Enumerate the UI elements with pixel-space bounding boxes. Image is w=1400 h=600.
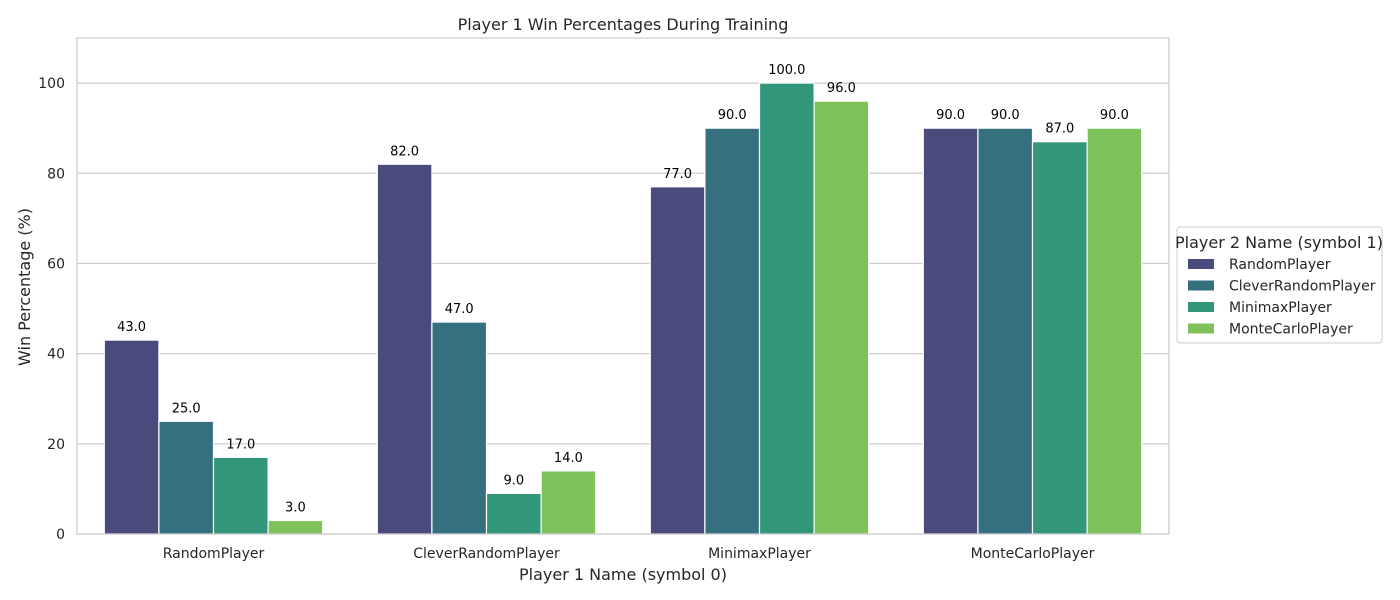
- bar-value-label: 25.0: [172, 401, 201, 416]
- bar: [540, 470, 597, 535]
- y-tick-label: 20: [47, 437, 65, 453]
- bar: [212, 456, 269, 535]
- bar: [376, 163, 433, 535]
- bar-value-label: 96.0: [827, 81, 856, 96]
- legend-entry: RandomPlayer: [1229, 257, 1331, 273]
- bar-value-label: 87.0: [1045, 122, 1074, 137]
- x-tick-label: MinimaxPlayer: [708, 546, 811, 562]
- bar: [485, 492, 542, 535]
- x-tick-label: CleverRandomPlayer: [413, 546, 560, 562]
- bar: [158, 420, 215, 535]
- x-axis-title: Player 1 Name (symbol 0): [519, 565, 727, 584]
- bar-value-label: 100.0: [768, 63, 805, 78]
- bars: [103, 82, 1143, 535]
- y-tick-label: 40: [47, 347, 65, 363]
- x-tick-labels: RandomPlayer CleverRandomPlayer MinimaxPla…: [163, 546, 1095, 562]
- bar-value-label: 3.0: [285, 500, 306, 515]
- bar-value-label: 82.0: [390, 144, 419, 159]
- bar: [977, 127, 1034, 535]
- bar-value-label: 43.0: [117, 320, 146, 335]
- plot-frame: [76, 37, 1170, 535]
- bar-value-label: 77.0: [663, 167, 692, 182]
- bar: [1086, 127, 1143, 535]
- bar-value-label: 90.0: [991, 108, 1020, 123]
- y-tick-labels: 0 20 40 60 80 100: [38, 76, 65, 543]
- legend-entry: MonteCarloPlayer: [1229, 322, 1353, 338]
- legend-box: [1176, 226, 1383, 344]
- bar: [103, 339, 160, 535]
- y-axis-title: Win Percentage (%): [15, 208, 34, 366]
- bar: [758, 82, 815, 535]
- legend-title: Player 2 Name (symbol 1): [1175, 233, 1383, 252]
- bar-value-label: 9.0: [503, 473, 524, 488]
- bar-value-label: 90.0: [936, 108, 965, 123]
- bar: [267, 519, 324, 535]
- bar-value-label: 14.0: [554, 451, 583, 466]
- bar: [1031, 141, 1088, 535]
- bar-value-label: 90.0: [718, 108, 747, 123]
- legend-entry: CleverRandomPlayer: [1229, 279, 1376, 295]
- bar-value-labels: 43.0 25.0 17.0 3.0 82.0 47.0 9.0 14.0 77.0 90.0 10…: [117, 63, 1129, 515]
- legend-swatch: [1188, 302, 1214, 312]
- x-tick-label: MonteCarloPlayer: [971, 546, 1095, 562]
- y-tick-label: 80: [47, 166, 65, 182]
- bar: [431, 321, 488, 535]
- legend: Player 2 Name (symbol 1) RandomPlayer Cle…: [1175, 226, 1383, 344]
- bar: [922, 127, 979, 535]
- bar: [704, 127, 761, 535]
- bar-value-label: 90.0: [1100, 108, 1129, 123]
- legend-swatch: [1188, 259, 1214, 269]
- legend-swatch: [1188, 323, 1214, 334]
- x-tick-label: RandomPlayer: [163, 546, 265, 562]
- legend-entry: MinimaxPlayer: [1229, 300, 1332, 316]
- legend-swatch: [1188, 280, 1214, 291]
- y-tick-label: 100: [38, 76, 65, 92]
- y-tick-label: 60: [47, 256, 65, 272]
- y-tick-label: 0: [56, 527, 65, 543]
- bar-value-label: 47.0: [445, 302, 474, 317]
- legend-items: RandomPlayer CleverRandomPlayer MinimaxPla…: [1188, 257, 1376, 338]
- bar: [649, 186, 706, 535]
- bar: [813, 100, 870, 535]
- bar-value-label: 17.0: [226, 437, 255, 452]
- chart-title: Player 1 Win Percentages During Training: [458, 15, 789, 34]
